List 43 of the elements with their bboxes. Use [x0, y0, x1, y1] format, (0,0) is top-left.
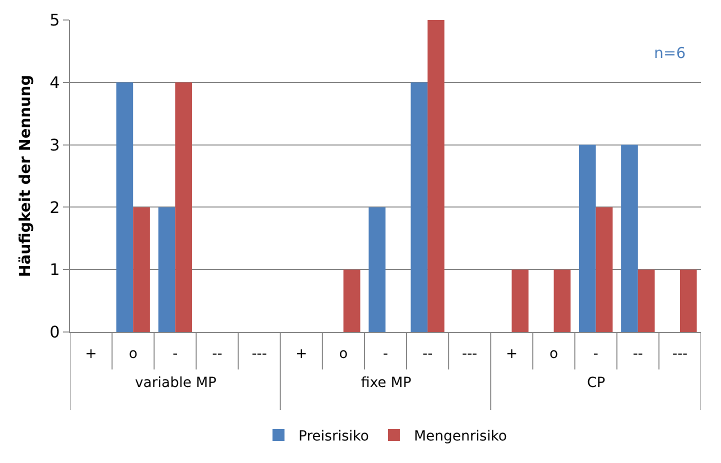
- y-tick-label: 2: [50, 198, 60, 217]
- x-tick-label: o: [549, 346, 558, 362]
- y-tick-label: 1: [50, 260, 60, 280]
- x-tick-label: --: [422, 346, 433, 362]
- bar: [410, 82, 428, 332]
- bar: [368, 207, 386, 332]
- bar: [116, 82, 134, 332]
- x-tick-label: +: [506, 346, 518, 362]
- bar: [175, 82, 192, 332]
- x-tick-label: -: [593, 346, 598, 362]
- bar: [512, 270, 529, 332]
- bar: [554, 270, 571, 332]
- x-tick-label: --: [632, 346, 643, 362]
- x-tick-label: -: [382, 346, 388, 362]
- x-tick-label: o: [339, 346, 348, 362]
- bar: [596, 207, 613, 332]
- bar: [428, 20, 444, 332]
- x-tick-label: o: [128, 346, 138, 362]
- legend-label: Preisrisiko: [298, 428, 369, 444]
- bar: [158, 207, 176, 332]
- bar: [133, 207, 150, 332]
- bar: [579, 144, 596, 332]
- y-tick-label: 4: [50, 73, 60, 92]
- x-tick-label: ---: [672, 346, 688, 362]
- x-tick-label: +: [296, 346, 308, 362]
- text: fixe MP: [361, 375, 412, 391]
- x-tick-label: ---: [462, 346, 478, 362]
- x-tick-label: -: [172, 346, 178, 362]
- x-tick-label: --: [212, 346, 222, 362]
- annotation: n=6: [654, 44, 686, 62]
- bar: [343, 270, 360, 332]
- bar: [680, 270, 697, 332]
- bar: [621, 144, 638, 332]
- y-tick-label: 5: [50, 10, 60, 30]
- x-tick-label: +: [85, 346, 97, 362]
- x-tick-label: ---: [252, 346, 267, 362]
- y-tick-label: 3: [50, 135, 60, 154]
- y-axis-title: Häufigkeit der Nennung: [16, 74, 34, 278]
- text: CP: [587, 375, 606, 391]
- legend-label: Mengenrisiko: [414, 428, 507, 444]
- bar: [638, 270, 655, 332]
- text: variable MP: [135, 375, 216, 391]
- y-tick-label: 0: [50, 322, 60, 342]
